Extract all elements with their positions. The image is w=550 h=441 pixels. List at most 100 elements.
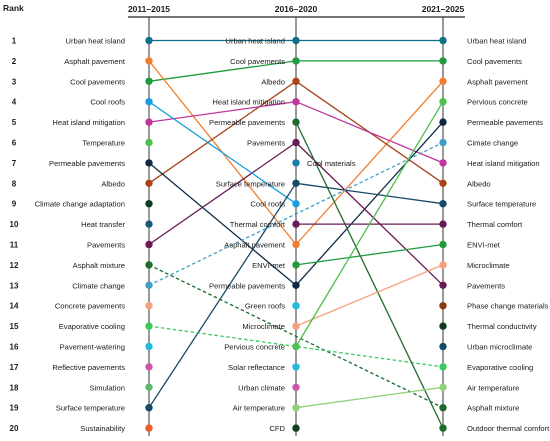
rank-dot-evaporative-cooling xyxy=(145,322,153,330)
line-envi-met xyxy=(295,243,444,266)
rank-dot-urban-microclimate xyxy=(439,342,447,351)
rank-dot-cool-pavements xyxy=(145,77,153,86)
line-albedo xyxy=(148,80,297,184)
term-label-urban-heat-island: Urban heat island xyxy=(467,37,527,46)
line-climate-change xyxy=(148,141,444,286)
term-label-heat-island-mitigation: Heat island mitigation xyxy=(212,98,285,107)
period-header-3: 2021–2025 xyxy=(422,4,465,14)
line-pervious-concrete xyxy=(295,101,444,347)
rank-dot-sustainability xyxy=(145,424,153,432)
line-asphalt-mixture xyxy=(148,264,444,409)
term-label-cfd: CFD xyxy=(269,424,285,433)
term-label-urban-heat-island: Urban heat island xyxy=(225,37,285,46)
rank-number: 18 xyxy=(10,383,19,392)
term-label-pervious-concrete: Pervious concrete xyxy=(467,98,528,107)
rank-number: 8 xyxy=(12,179,17,188)
line-cool-roofs xyxy=(148,101,297,205)
rank-dot-envi-met xyxy=(292,261,300,269)
rank-dot-pervious-concrete xyxy=(439,98,447,106)
term-label-thermal-conductivity: Thermal conductivity xyxy=(467,322,537,331)
term-label-permeable-pavements: Permeable pavements xyxy=(209,281,285,290)
rank-dot-outdoor-thermal-comfort xyxy=(439,424,447,432)
rank-dot-asphalt-mixture xyxy=(145,261,153,269)
rank-dot-surface-temperature xyxy=(439,200,447,208)
term-label-simulation: Simulation xyxy=(90,383,125,392)
rank-dots xyxy=(145,36,447,432)
rank-dot-asphalt-pavement xyxy=(292,240,300,249)
line-microclimate xyxy=(295,264,444,327)
rank-number: 20 xyxy=(10,424,19,433)
term-label-envi-met: ENVI-met xyxy=(467,241,501,250)
period-header-2: 2016–2020 xyxy=(275,4,318,14)
rank-dot-albedo xyxy=(439,179,447,187)
rank-dot-evaporative-cooling xyxy=(439,363,447,371)
rank-dot-phase-change-materials xyxy=(439,302,447,310)
rank-number: 12 xyxy=(10,261,19,270)
term-label-climate-change: Climate change xyxy=(72,281,125,290)
rank-dot-air-temperature xyxy=(292,404,300,412)
term-label-surface-temperature: Surface temperature xyxy=(216,179,285,188)
rank-dot-surface-temperature xyxy=(145,404,153,412)
rank-dot-heat-island-mitigation xyxy=(439,159,447,167)
term-label-asphalt-mixture: Asphalt mixture xyxy=(73,261,125,270)
rank-dot-albedo xyxy=(145,179,153,187)
rank-dot-concrete-pavements xyxy=(145,302,153,310)
term-label-albedo: Albedo xyxy=(101,179,125,188)
rank-dot-permeable-pavements xyxy=(439,118,447,126)
term-label-green-roofs: Green roofs xyxy=(245,302,285,311)
rank-dot-cool-roofs xyxy=(292,200,300,208)
rank-dot-permeable-pavements xyxy=(145,159,153,167)
rank-header: Rank xyxy=(3,3,24,13)
rank-number: 3 xyxy=(12,77,17,86)
line-pavements xyxy=(295,142,444,286)
term-label-phase-change-materials: Phase change materials xyxy=(467,302,549,311)
rank-dot-pavements xyxy=(292,138,300,147)
rank-dot-pavement-watering xyxy=(145,342,153,351)
line-heat-island-mitigation xyxy=(295,101,444,164)
term-label-albedo: Albedo xyxy=(261,77,285,86)
line-surface-temperature xyxy=(148,182,297,409)
term-label-urban-microclimate: Urban microclimate xyxy=(467,343,532,352)
term-label-asphalt-pavement: Asphalt pavement xyxy=(467,77,529,86)
term-label-cool-pavements: Cool pavements xyxy=(70,77,125,86)
term-label-urban-climate: Urban climate xyxy=(238,383,285,392)
rank-dot-urban-climate xyxy=(292,383,300,391)
rank-dot-cimate-change xyxy=(439,138,447,147)
term-label-urban-heat-island: Urban heat island xyxy=(65,37,125,46)
term-label-microclimate: Microclimate xyxy=(467,261,510,270)
rank-labels: Urban heat island Asphalt pavement Cool pa… xyxy=(35,37,550,434)
rank-dot-urban-heat-island xyxy=(292,36,300,45)
rank-dot-microclimate xyxy=(292,322,300,330)
line-evaporative-cooling xyxy=(148,325,444,368)
line-asphalt-pavement xyxy=(295,80,444,245)
rank-dot-asphalt-mixture xyxy=(439,404,447,412)
rank-number: 4 xyxy=(12,98,17,107)
term-label-heat-island-mitigation: Heat island mitigation xyxy=(467,159,540,168)
rank-dot-cool-materials xyxy=(292,159,300,167)
rank-number: 6 xyxy=(12,139,17,148)
line-permeable-pavements xyxy=(148,162,297,286)
rank-dot-thermal-comfort xyxy=(439,220,447,228)
term-label-sustainability: Sustainability xyxy=(80,424,125,433)
term-label-heat-transfer: Heat transfer xyxy=(81,220,125,229)
term-label-evaporative-cooling: Evaporative cooling xyxy=(467,363,533,372)
term-label-permeable-pavements: Permeable pavements xyxy=(467,118,543,127)
rank-number: 7 xyxy=(12,159,17,168)
term-label-solar-reflectance: Solar reflectance xyxy=(228,363,285,372)
term-label-heat-island-mitigation: Heat island mitigation xyxy=(52,118,125,127)
rank-dot-heat-transfer xyxy=(145,220,153,228)
rank-number: 19 xyxy=(10,404,19,413)
term-label-pavements: Pavements xyxy=(87,241,125,250)
term-label-pavement-watering: Pavement-watering xyxy=(60,343,125,352)
term-label-cool-pavements: Cool pavements xyxy=(230,57,285,66)
term-label-reflective-pavements: Reflective pavements xyxy=(52,363,125,372)
rank-dot-permeable-pavements xyxy=(292,281,300,289)
rank-dot-heat-island-mitigation xyxy=(292,98,300,106)
term-label-air-temperature: Air temperature xyxy=(233,404,285,413)
rank-dot-cool-roofs xyxy=(145,98,153,106)
term-label-pavements: Pavements xyxy=(467,281,505,290)
period-header-1: 2011–2015 xyxy=(128,4,170,14)
rank-number: 2 xyxy=(12,57,17,66)
rank-dot-thermal-conductivity xyxy=(439,322,447,330)
